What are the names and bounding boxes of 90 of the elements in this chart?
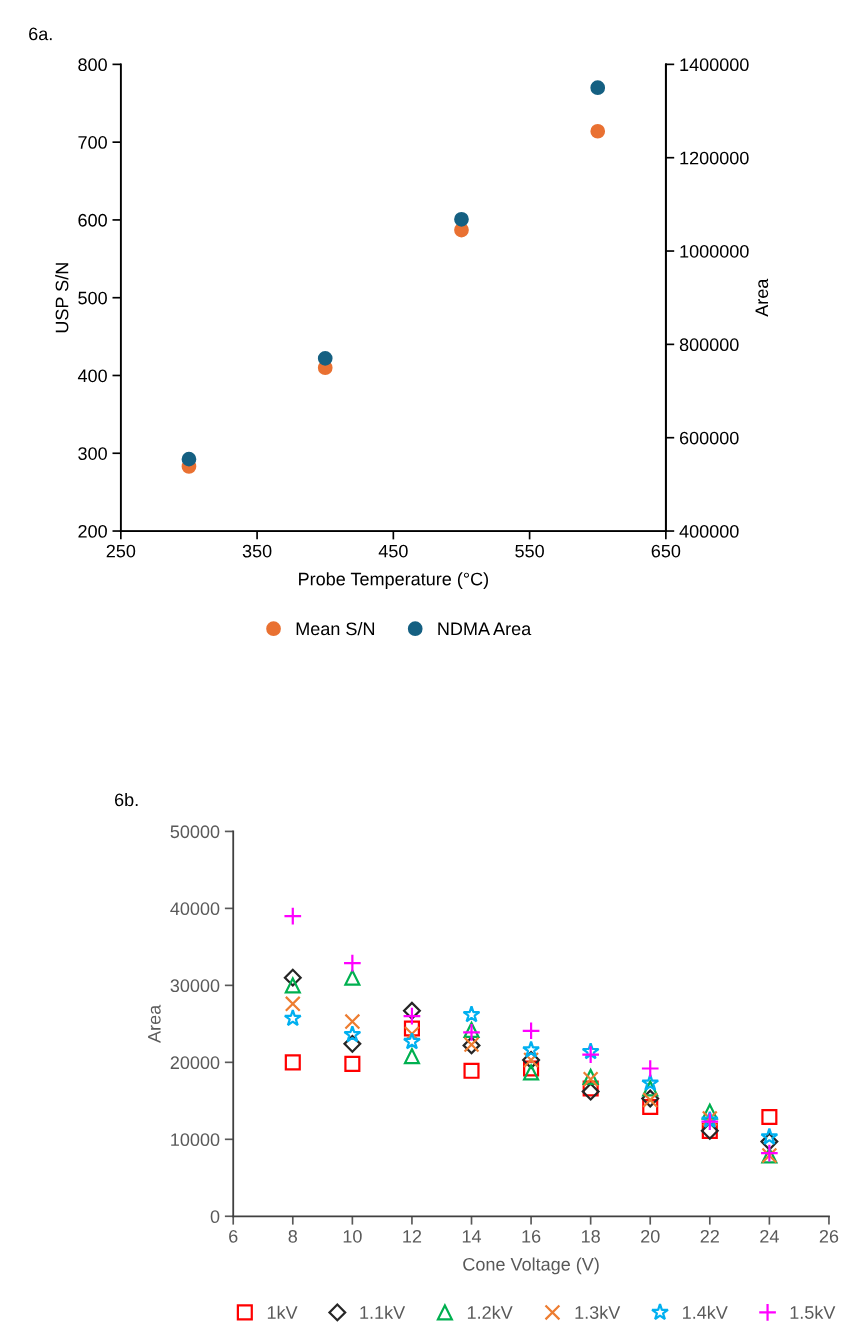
y2-tick-label: 1000000 (680, 244, 749, 258)
x-tick-label: 650 (651, 544, 681, 558)
x-tick-label: 450 (378, 544, 408, 558)
legend-label: 1.4kV (683, 1305, 728, 1319)
point (642, 1098, 659, 1116)
y-tick-label: 50000 (170, 825, 220, 839)
y-axis-title: USP S/N (55, 263, 69, 333)
point (641, 1073, 660, 1091)
x-tick-label: 8 (288, 1229, 298, 1243)
legend-label: 1.2kV (467, 1305, 513, 1319)
legend-label: Mean S/N (296, 621, 375, 636)
point (581, 1045, 601, 1065)
legend-label: 1kV (267, 1305, 298, 1319)
point (342, 953, 362, 973)
y-tick-label: 0 (210, 1210, 220, 1224)
y-tick-label: 800 (78, 58, 107, 72)
legend-label: 1.3kV (575, 1305, 621, 1319)
point (523, 1060, 540, 1077)
point (402, 1001, 421, 1020)
x-tick-label: 250 (106, 544, 136, 558)
point (701, 1103, 718, 1120)
point (343, 1034, 362, 1053)
y2-tick-label: 800000 (679, 338, 739, 352)
y-tick-label: 400 (77, 369, 107, 383)
y-tick-label: 600 (78, 213, 107, 227)
point (522, 1040, 541, 1058)
point (590, 80, 606, 96)
x-tick-label: 24 (760, 1229, 779, 1243)
x-tick-label: 12 (403, 1229, 422, 1243)
y2-axis-title: Area (755, 278, 769, 317)
chart-title: 6a. (29, 27, 52, 41)
point (642, 1080, 659, 1097)
y-tick-label: 10000 (171, 1133, 220, 1147)
x-tick-label: 20 (641, 1229, 660, 1243)
x-axis-title: Cone Voltage (V) (463, 1257, 599, 1275)
chart-title: 6b. (114, 792, 138, 807)
y-tick-label: 500 (78, 291, 107, 305)
point (581, 1082, 600, 1101)
y2-tick-label: 1200000 (680, 151, 749, 165)
x-axis-title: Probe Temperature (°C) (299, 572, 488, 589)
point (343, 1025, 362, 1043)
legend-label: 1.1kV (360, 1305, 406, 1319)
point (344, 1013, 361, 1030)
point (402, 1032, 421, 1050)
point (760, 1132, 779, 1151)
point (402, 1006, 422, 1026)
point (760, 1127, 779, 1145)
point (344, 1055, 361, 1072)
y2-tick-label: 400000 (679, 524, 739, 538)
y-tick-label: 300 (78, 447, 107, 460)
x-tick-label: 26 (819, 1229, 839, 1243)
point (181, 451, 197, 467)
x-tick-label: 550 (515, 544, 544, 558)
y-axis-title: Area (148, 1004, 161, 1043)
point (284, 977, 301, 994)
point (344, 969, 361, 986)
point (521, 1021, 541, 1041)
point (403, 1048, 420, 1065)
point (284, 995, 301, 1012)
point (590, 123, 606, 139)
point (283, 1009, 302, 1027)
y2-tick-label: 1400000 (680, 58, 749, 72)
point (284, 1054, 301, 1071)
x-tick-label: 16 (522, 1229, 541, 1243)
y-tick-label: 20000 (170, 1056, 220, 1070)
point (582, 1080, 599, 1097)
point (463, 1062, 480, 1079)
legend-label: NDMA Area (438, 622, 532, 636)
point (317, 351, 333, 366)
x-tick-label: 14 (462, 1230, 482, 1243)
point (403, 1020, 420, 1037)
point (462, 1005, 481, 1023)
y-tick-label: 200 (78, 524, 107, 538)
y-tick-label: 30000 (170, 979, 220, 993)
x-tick-label: 22 (700, 1229, 719, 1243)
y-tick-label: 700 (78, 136, 107, 149)
legend-label: 1.5kV (790, 1305, 836, 1319)
point (581, 1042, 600, 1060)
point (283, 906, 303, 926)
y-tick-label: 40000 (170, 902, 220, 916)
y2-tick-label: 600000 (679, 431, 739, 445)
point (640, 1059, 660, 1078)
point (761, 1108, 778, 1126)
point (523, 1064, 540, 1081)
x-tick-label: 6 (229, 1229, 238, 1243)
x-tick-label: 10 (343, 1229, 362, 1243)
x-tick-label: 18 (581, 1229, 600, 1243)
point (283, 968, 302, 987)
point (454, 211, 469, 227)
x-tick-label: 350 (242, 544, 272, 558)
